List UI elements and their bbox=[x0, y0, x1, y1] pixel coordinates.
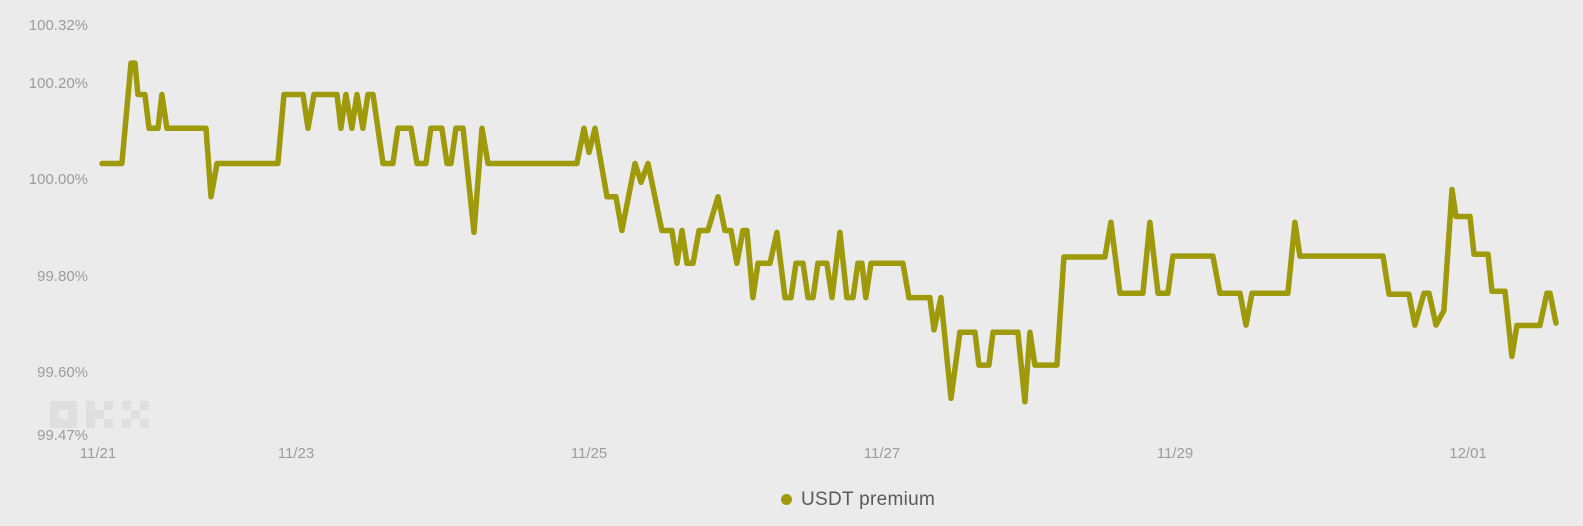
x-axis-tick-label: 11/21 bbox=[79, 445, 117, 462]
y-axis-tick-label: 100.32% bbox=[28, 17, 88, 34]
y-axis-tick-label: 100.00% bbox=[28, 171, 88, 189]
x-axis-tick-label: 12/01 bbox=[1449, 445, 1487, 462]
x-axis-tick-label: 11/23 bbox=[277, 445, 315, 462]
x-axis-tick-label: 11/27 bbox=[863, 445, 901, 462]
legend-item-usdt-premium[interactable]: USDT premium bbox=[781, 488, 935, 511]
x-axis-tick-label: 11/25 bbox=[570, 445, 608, 462]
okx-watermark-icon bbox=[50, 401, 149, 428]
y-axis-tick-label: 99.47% bbox=[37, 427, 88, 444]
x-axis-tick-label: 11/29 bbox=[1156, 445, 1194, 462]
usdt-premium-series-line bbox=[99, 60, 1559, 405]
y-axis-tick-label: 100.20% bbox=[28, 74, 88, 92]
series-dot-icon bbox=[781, 494, 792, 505]
legend-label: USDT premium bbox=[801, 489, 936, 510]
y-axis-tick-label: 99.80% bbox=[37, 267, 88, 285]
y-axis-tick-label: 99.60% bbox=[37, 364, 88, 382]
